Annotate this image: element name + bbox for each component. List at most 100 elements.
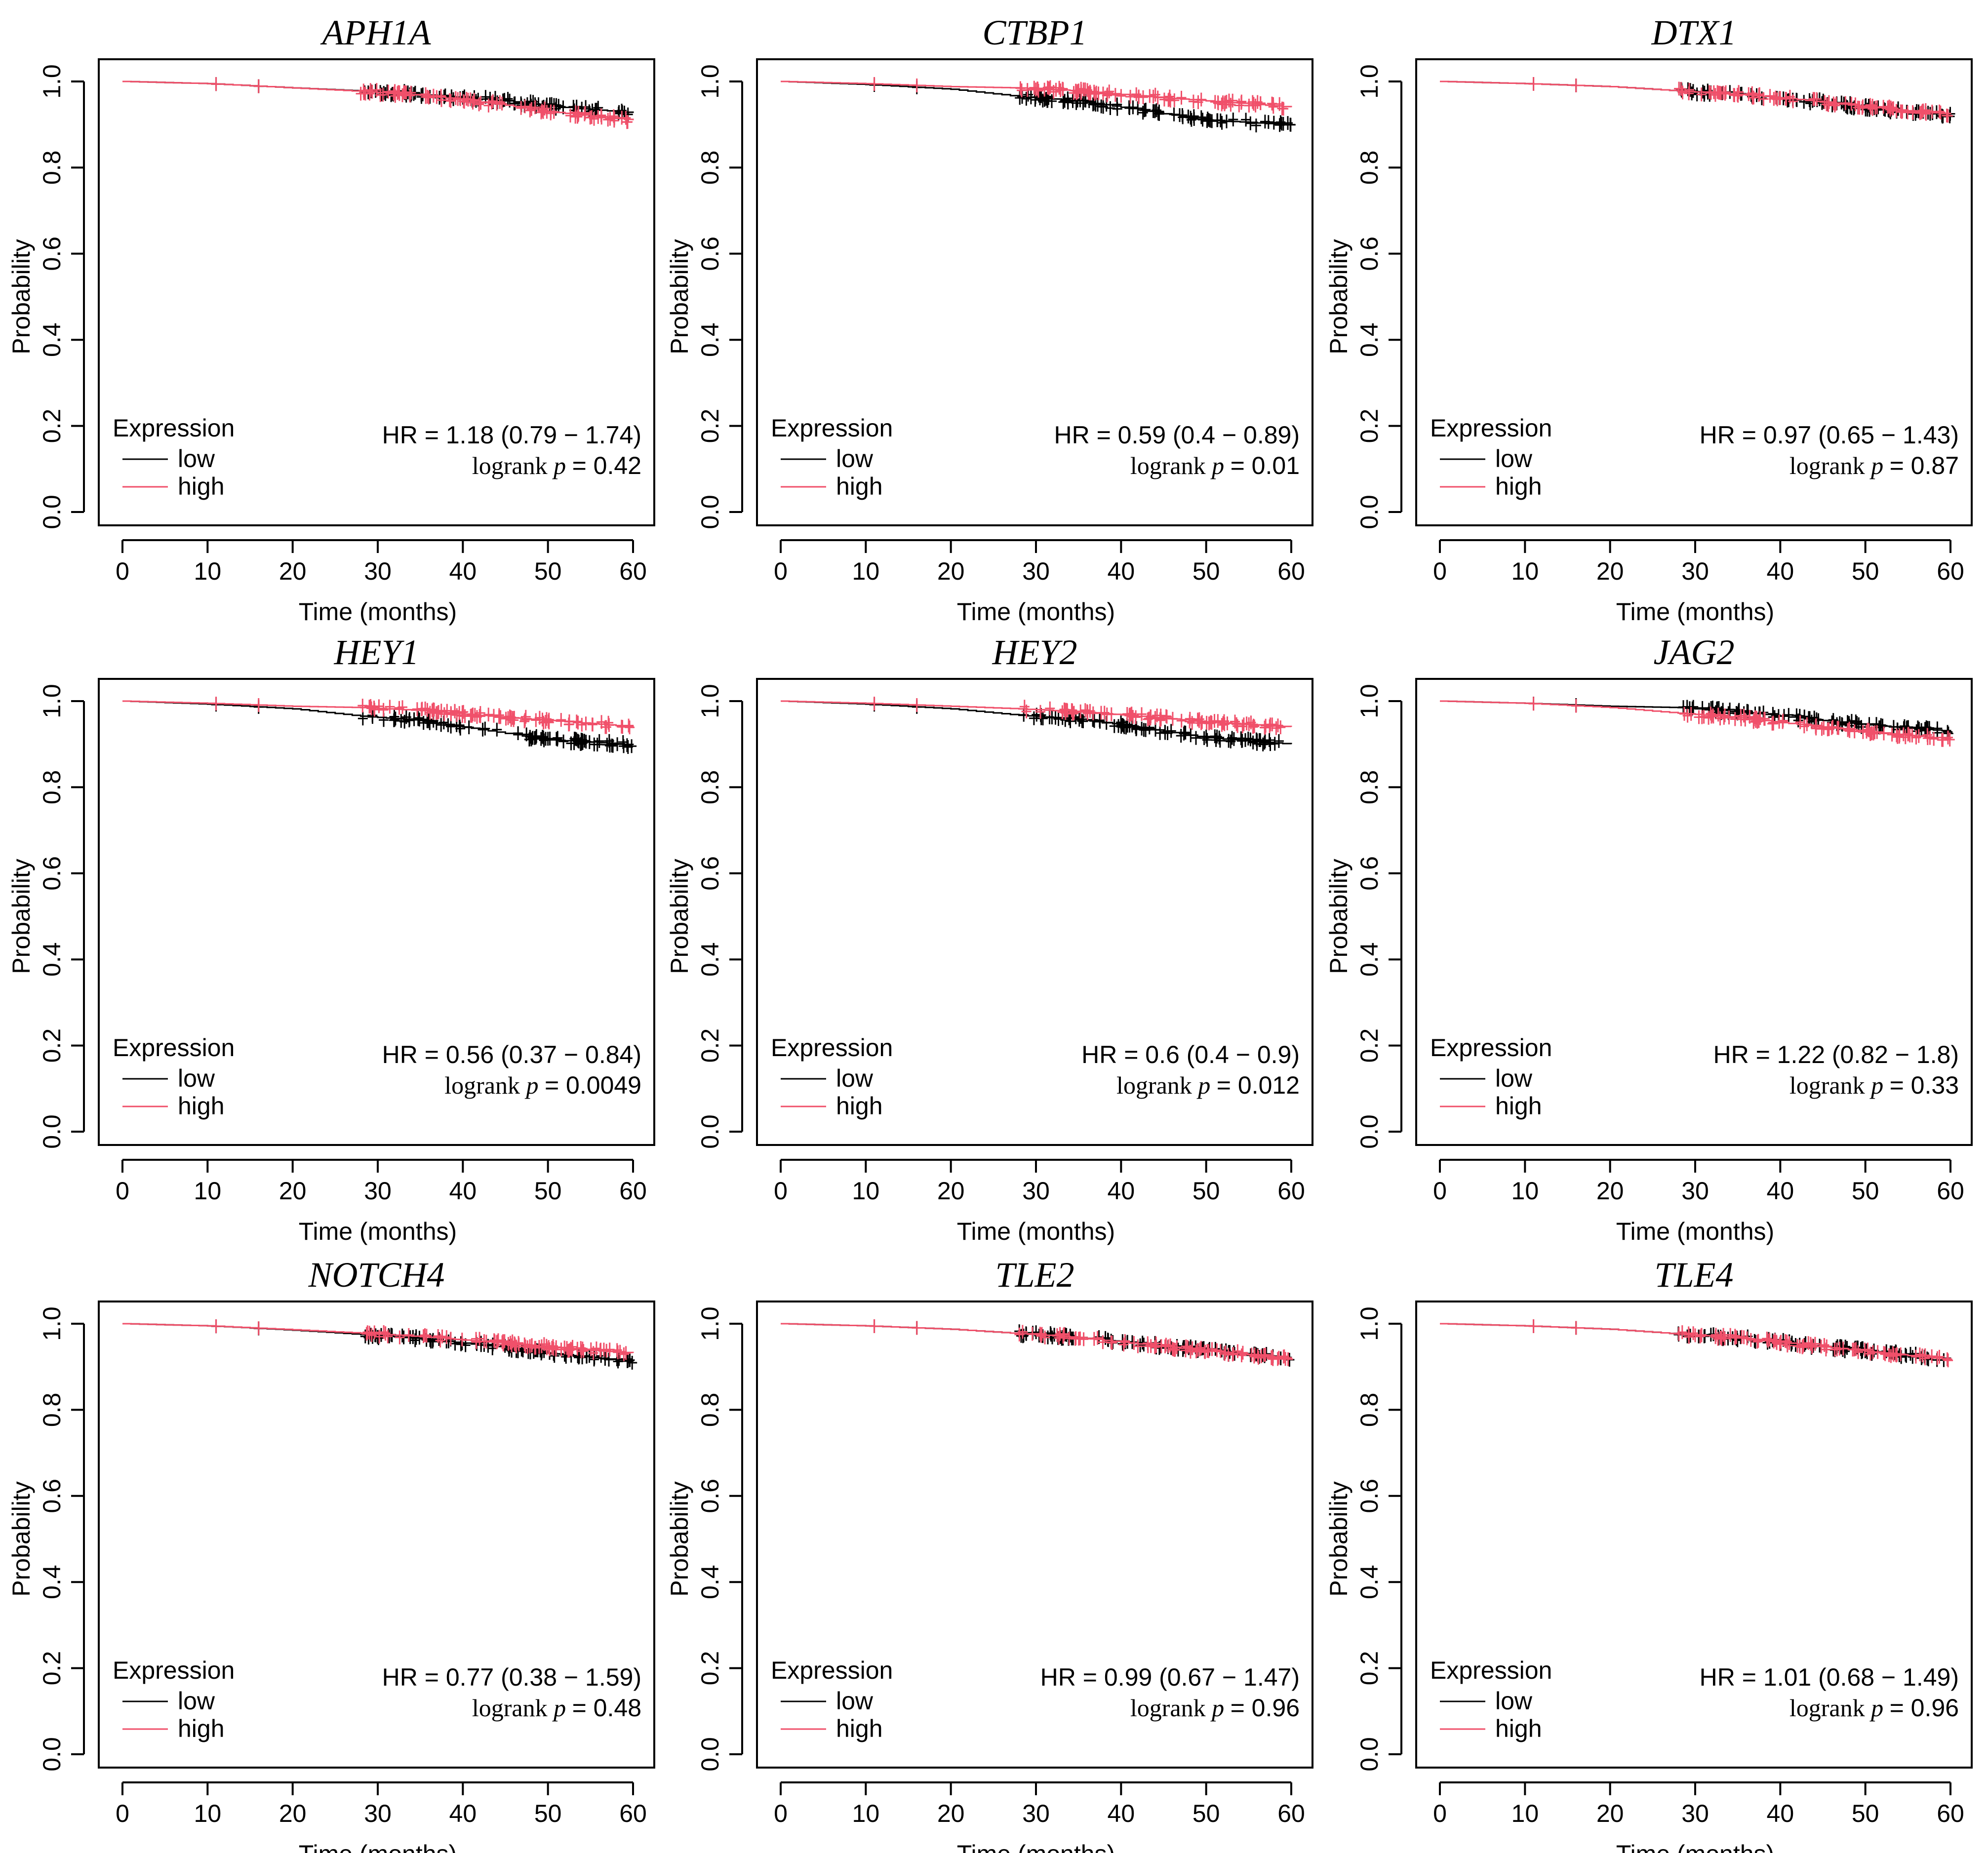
x-tick-label: 30	[1022, 1177, 1050, 1205]
censor-mark	[1150, 1340, 1160, 1354]
censor-mark	[443, 718, 453, 732]
censor-mark	[495, 710, 506, 724]
y-tick-label: 1.0	[696, 684, 724, 718]
censor-mark	[588, 1346, 598, 1360]
censor-mark	[608, 739, 618, 753]
censor-mark	[1784, 708, 1794, 722]
censor-mark	[1014, 1327, 1025, 1341]
series-high	[781, 1319, 1293, 1366]
censor-mark	[1571, 1321, 1581, 1335]
y-tick-label: 1.0	[1355, 1306, 1383, 1341]
censor-mark	[488, 94, 498, 108]
censor-mark	[1042, 80, 1053, 95]
censor-mark	[552, 732, 562, 747]
censor-mark	[1188, 94, 1198, 109]
x-tick-label: 40	[1108, 1800, 1135, 1827]
censor-mark	[1822, 1339, 1832, 1353]
censor-mark	[477, 722, 488, 737]
censor-mark	[1213, 95, 1223, 110]
censor-mark	[1197, 113, 1208, 127]
x-tick-label: 50	[1193, 1177, 1220, 1205]
censor-mark	[1860, 1342, 1870, 1357]
censor-mark	[394, 701, 404, 715]
x-tick-label: 10	[852, 557, 880, 585]
censor-mark	[603, 113, 613, 127]
x-tick-label: 30	[1681, 1177, 1709, 1205]
censor-mark	[1834, 1341, 1845, 1356]
panel-title: HEY2	[992, 632, 1077, 672]
censor-mark	[572, 1341, 583, 1356]
x-tick-label: 20	[279, 1177, 307, 1205]
censor-mark	[541, 732, 551, 746]
censor-mark	[1273, 718, 1283, 733]
x-tick-label: 0	[774, 1800, 788, 1827]
censor-mark	[1725, 703, 1735, 716]
legend-label-high: high	[178, 1715, 225, 1742]
censor-mark	[558, 734, 569, 749]
censor-mark	[1283, 1352, 1293, 1366]
censor-mark	[1245, 732, 1256, 747]
x-tick-label: 30	[1681, 1800, 1709, 1827]
censor-mark	[1696, 87, 1707, 102]
censor-mark	[1896, 104, 1906, 118]
censor-mark	[1899, 719, 1909, 733]
hazard-ratio-text: HR = 0.6 (0.4 − 0.9)	[1081, 1041, 1300, 1068]
stats-annotation: HR = 0.97 (0.65 − 1.43) logrank p = 0.87	[1700, 421, 1959, 479]
censor-mark	[1922, 731, 1933, 746]
x-tick-label: 30	[1022, 1800, 1050, 1827]
censor-mark	[1131, 87, 1142, 101]
x-tick-label: 50	[1193, 1800, 1220, 1827]
censor-mark	[1914, 1347, 1925, 1362]
censor-mark	[1126, 707, 1137, 721]
hazard-ratio-text: HR = 0.77 (0.38 − 1.59)	[382, 1663, 641, 1691]
censor-mark	[385, 700, 395, 714]
series-high	[1440, 1319, 1953, 1368]
censor-mark	[1817, 722, 1827, 736]
censor-mark	[1828, 720, 1838, 734]
censor-mark	[1102, 708, 1112, 721]
censor-mark	[1124, 100, 1134, 115]
censor-mark	[1109, 719, 1119, 733]
censor-mark	[570, 110, 581, 124]
y-tick-label: 1.0	[1355, 64, 1383, 99]
censor-mark	[1945, 733, 1955, 747]
censor-mark	[1771, 1335, 1782, 1349]
censor-mark	[1227, 731, 1237, 745]
y-tick-label: 0.2	[1355, 409, 1383, 443]
y-axis-label: Probability	[666, 1481, 693, 1596]
logrank-p-text: logrank p = 0.96	[1789, 1694, 1959, 1722]
series-low	[781, 78, 1296, 133]
censor-mark	[1045, 701, 1055, 715]
legend-label-low: low	[1495, 1064, 1533, 1092]
censor-mark	[501, 711, 511, 726]
censor-mark	[529, 731, 540, 745]
stats-annotation: HR = 0.6 (0.4 − 0.9) logrank p = 0.012	[1081, 1041, 1300, 1099]
y-tick-label: 0.8	[38, 770, 66, 805]
censor-mark	[1244, 98, 1254, 113]
x-tick-label: 30	[364, 1800, 392, 1827]
km-panel-ctbp1: CTBP1 0 10 20 30 40 50 60 Time (months) 0.0 0.2 0.4…	[666, 13, 1313, 626]
x-tick-label: 10	[1511, 557, 1539, 585]
censor-mark	[1921, 107, 1931, 121]
censor-mark	[1093, 86, 1104, 101]
y-axis-label: Probability	[7, 239, 35, 354]
logrank-p-text: logrank p = 0.48	[472, 1694, 641, 1722]
y-tick-label: 0.2	[38, 1651, 66, 1686]
censor-mark	[509, 713, 519, 727]
censor-mark	[1848, 1342, 1858, 1357]
censor-mark	[1137, 707, 1147, 721]
censor-mark	[1167, 711, 1178, 726]
y-tick-label: 0.2	[696, 1651, 724, 1686]
censor-mark	[1762, 1332, 1772, 1346]
x-tick-label: 40	[449, 557, 477, 585]
censor-mark	[470, 708, 480, 722]
censor-mark	[1089, 1332, 1099, 1346]
censor-mark	[422, 703, 433, 717]
censor-mark	[1260, 1347, 1271, 1362]
censor-mark	[437, 93, 446, 107]
censor-mark	[1775, 91, 1786, 105]
censor-mark	[1711, 1328, 1721, 1342]
censor-mark	[912, 1321, 922, 1335]
